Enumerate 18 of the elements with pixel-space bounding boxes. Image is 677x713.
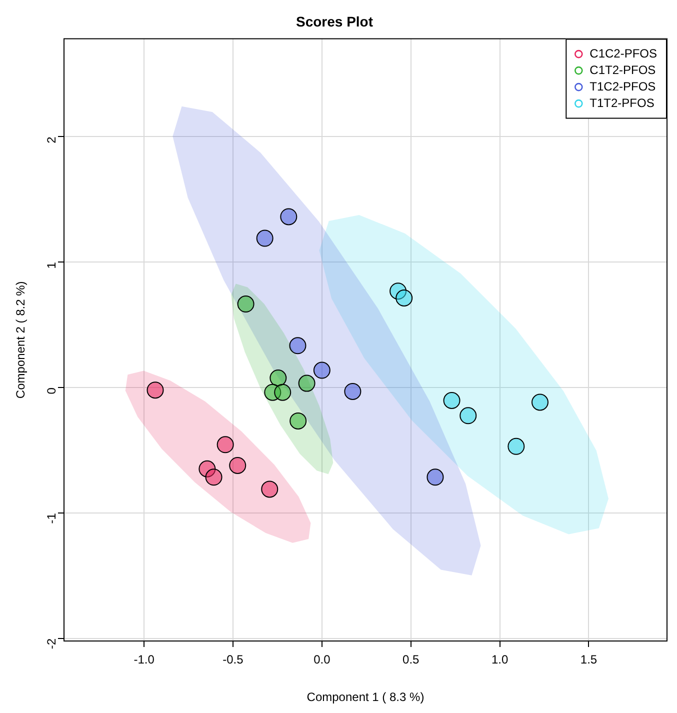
legend-label: C1T2-PFOS bbox=[590, 62, 656, 77]
y-tick-label: 1 bbox=[44, 262, 58, 269]
y-axis-title: Component 2 ( 8.2 %) bbox=[14, 281, 28, 399]
legend-label: C1C2-PFOS bbox=[590, 46, 658, 60]
y-tick-label: -1 bbox=[44, 512, 58, 524]
x-tick-label: 1.0 bbox=[491, 652, 508, 667]
x-tick-label: 1.5 bbox=[580, 652, 598, 667]
y-tick-label: 0 bbox=[44, 387, 58, 394]
legend-label: T1C2-PFOS bbox=[590, 79, 656, 94]
y-tick-label: -2 bbox=[44, 638, 58, 650]
x-tick-label: -1.0 bbox=[134, 652, 155, 667]
x-tick-label: -0.5 bbox=[222, 652, 244, 667]
chart-title: Scores Plot bbox=[296, 13, 374, 30]
legend-label: T1T2-PFOS bbox=[590, 96, 654, 110]
x-tick-label: 0.0 bbox=[314, 652, 331, 667]
x-tick-label: 0.5 bbox=[402, 652, 420, 667]
x-axis-title: Component 1 ( 8.3 %) bbox=[306, 690, 424, 704]
y-tick-label: 2 bbox=[44, 136, 58, 144]
